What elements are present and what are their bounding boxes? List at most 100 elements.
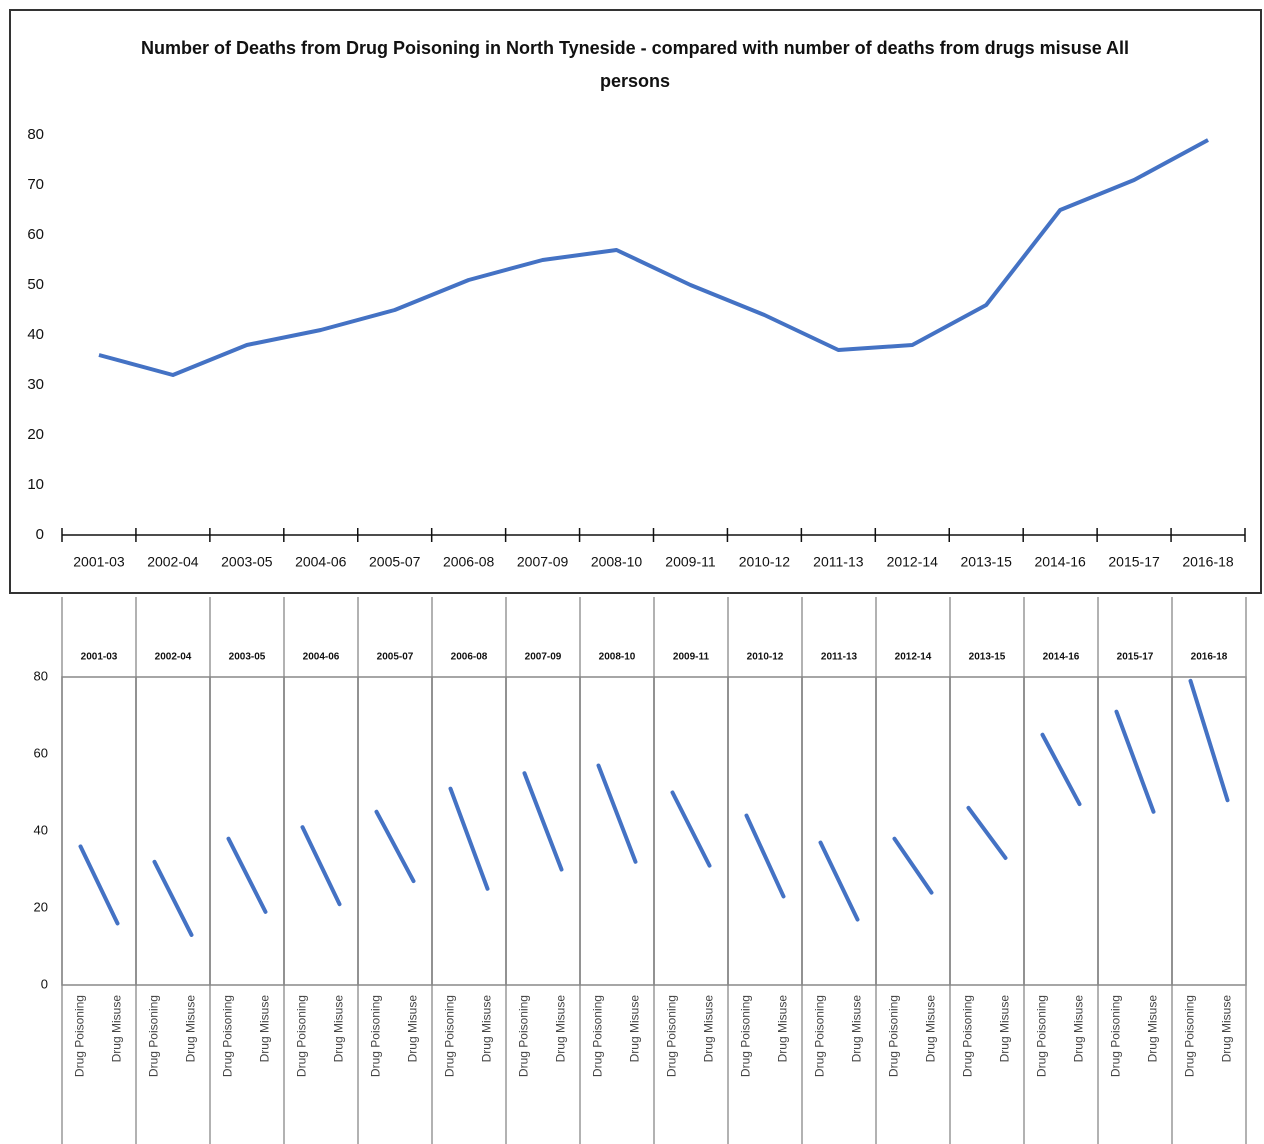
x-tick-label: Drug Poisoning [221,995,235,1077]
panel-frame [505,676,581,986]
x-tick-label: 2001-03 [73,554,125,570]
panel-frame [1171,676,1247,986]
panel-title: 2010-12 [747,652,784,663]
x-tick-label: Drug Misuse [1220,995,1234,1063]
x-tick-label: Drug Poisoning [1035,995,1049,1077]
x-tick-label: Drug Misuse [184,995,198,1063]
x-tick-label: 2012-14 [887,554,939,570]
x-tick-label: Drug Poisoning [147,995,161,1077]
data-line [300,825,342,907]
y-tick-label: 40 [27,326,44,343]
x-tick-label: Drug Misuse [554,995,568,1063]
panel-title: 2006-08 [451,652,488,663]
data-line [522,771,564,872]
top-frame [9,9,1262,594]
x-tick-label: 2015-17 [1108,554,1160,570]
panel-title: 2011-13 [821,652,858,663]
x-tick-label: 2005-07 [369,554,421,570]
panel-title: 2003-05 [229,652,266,663]
x-tick-label: 2009-11 [665,554,716,570]
x-tick-label: Drug Poisoning [369,995,383,1077]
panel-frame [801,676,877,986]
x-tick-label: 2006-08 [443,554,495,570]
data-line [1114,709,1156,814]
panel-title: 2002-04 [155,652,192,663]
data-line [744,813,786,899]
panel-title: 2005-07 [377,652,414,663]
panel-title: 2009-11 [673,652,710,663]
y-tick-label: 0 [41,976,48,991]
data-line [818,840,860,922]
x-tick-label: Drug Poisoning [887,995,901,1077]
panel-title: 2015-17 [1117,652,1154,663]
y-tick-label: 60 [27,226,44,243]
data-line [892,836,934,895]
y-tick-label: 20 [34,899,48,914]
y-tick-label: 10 [27,476,44,493]
y-tick-label: 70 [27,176,44,193]
panel-frame [727,676,803,986]
x-tick-label: Drug Misuse [110,995,124,1063]
y-tick-label: 0 [36,526,44,543]
x-tick-label: Drug Poisoning [665,995,679,1077]
x-tick-label: 2008-10 [591,554,643,570]
x-tick-label: Drug Poisoning [813,995,827,1077]
panel-title: 2012-14 [895,652,932,663]
x-tick-label: Drug Poisoning [591,995,605,1077]
y-tick-label: 80 [27,126,44,143]
y-tick-label: 60 [34,745,48,760]
data-line [1188,678,1230,803]
y-tick-label: 80 [34,668,48,683]
panel-frame [209,676,285,986]
x-tick-label: Drug Misuse [258,995,272,1063]
panel-frame [283,676,359,986]
panel-frame [135,676,211,986]
panel-title: 2014-16 [1043,652,1080,663]
panel-title: 2007-09 [525,652,562,663]
data-line [374,809,416,884]
panel-title: 2013-15 [969,652,1006,663]
y-tick-label: 30 [27,376,44,393]
x-tick-label: Drug Poisoning [443,995,457,1077]
panel-frame [357,676,433,986]
x-tick-label: Drug Poisoning [1109,995,1123,1077]
x-tick-label: Drug Misuse [406,995,420,1063]
data-line [670,790,712,868]
x-tick-label: Drug Misuse [628,995,642,1063]
panel-title: 2001-03 [81,652,118,663]
x-tick-label: 2016-18 [1182,554,1234,570]
panel-frame [875,676,951,986]
panel-title: 2008-10 [599,652,636,663]
panel-frame [1023,676,1099,986]
x-tick-label: 2013-15 [961,554,1013,570]
x-tick-label: 2010-12 [739,554,791,570]
panel-frame [1097,676,1173,986]
panel-frame [61,676,137,986]
x-tick-label: Drug Misuse [1072,995,1086,1063]
x-tick-label: Drug Poisoning [739,995,753,1077]
x-tick-label: Drug Poisoning [1183,995,1197,1077]
data-line [1040,732,1082,807]
x-tick-label: 2011-13 [813,554,864,570]
x-tick-label: 2004-06 [295,554,347,570]
y-tick-label: 50 [27,276,44,293]
x-tick-label: Drug Misuse [924,995,938,1063]
data-line [152,859,194,937]
x-tick-label: 2014-16 [1034,554,1086,570]
chart-title: Number of Deaths from Drug Poisoning in … [140,38,1130,91]
x-tick-label: Drug Poisoning [517,995,531,1077]
x-tick-label: 2007-09 [517,554,569,570]
panel-title: 2016-18 [1191,652,1228,663]
panel-frame [579,676,655,986]
x-tick-label: Drug Poisoning [961,995,975,1077]
data-line [226,836,268,914]
panel-frame [431,676,507,986]
x-tick-label: Drug Misuse [702,995,716,1063]
x-tick-label: 2003-05 [221,554,273,570]
data-line [596,763,638,864]
data-line [78,844,120,926]
y-tick-label: 40 [34,822,48,837]
x-tick-label: Drug Poisoning [73,995,87,1077]
x-tick-label: Drug Misuse [998,995,1012,1063]
